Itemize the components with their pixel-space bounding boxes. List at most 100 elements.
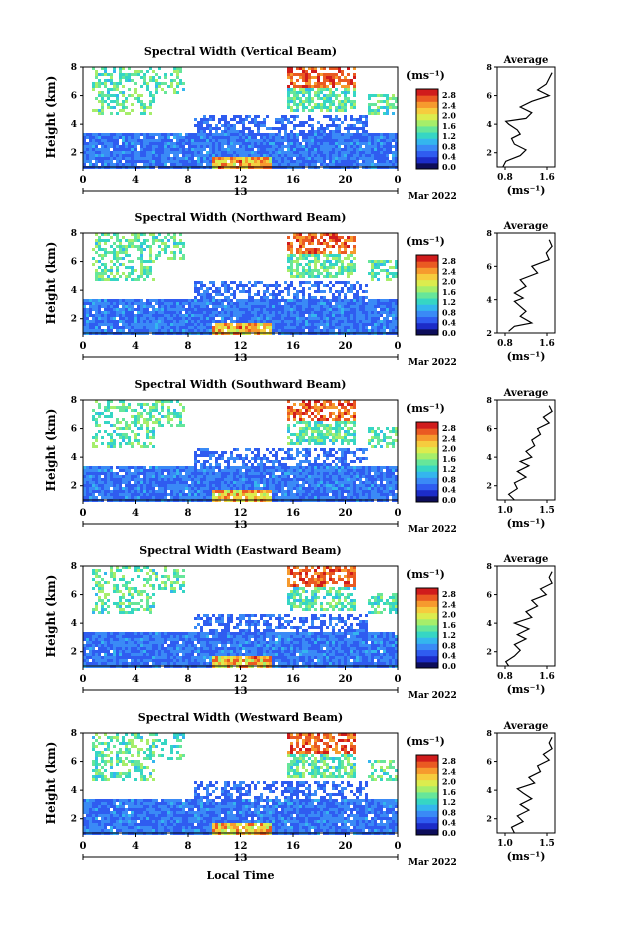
heatmap-cell [197, 163, 200, 166]
heatmap-cell [323, 148, 326, 151]
heatmap-cell [116, 329, 119, 332]
heatmap-cell [287, 305, 290, 308]
heatmap-cell [110, 88, 113, 91]
heatmap-cell [119, 76, 122, 79]
heatmap-cell [110, 157, 113, 160]
heatmap-cell [170, 145, 173, 148]
heatmap-cell [179, 323, 182, 326]
heatmap-cell [395, 308, 398, 311]
heatmap-cell [380, 329, 383, 332]
heatmap-cell [146, 481, 149, 484]
heatmap-cell [161, 157, 164, 160]
heatmap-cell [176, 484, 179, 487]
heatmap-cell [104, 148, 107, 151]
heatmap-cell [188, 314, 191, 317]
heatmap-cell [107, 151, 110, 154]
heatmap-cell [344, 308, 347, 311]
heatmap-cell [362, 299, 365, 302]
heatmap-cell [140, 139, 143, 142]
heatmap-cell [152, 157, 155, 160]
heatmap-cell [173, 299, 176, 302]
heatmap-cell [308, 269, 311, 272]
heatmap-cell [221, 293, 224, 296]
heatmap-cell [155, 403, 158, 406]
heatmap-cell [152, 163, 155, 166]
heatmap-cell [269, 320, 272, 323]
heatmap-cell [119, 245, 122, 248]
heatmap-cell [197, 454, 200, 457]
heatmap-cell [311, 311, 314, 314]
heatmap-cell [395, 142, 398, 145]
heatmap-cell [107, 487, 110, 490]
heatmap-cell [200, 493, 203, 496]
heatmap-cell [299, 121, 302, 124]
heatmap-cell [134, 145, 137, 148]
heatmap-cell [296, 97, 299, 100]
heatmap-cell [314, 329, 317, 332]
heatmap-cell [377, 272, 380, 275]
heatmap-cell [227, 308, 230, 311]
heatmap-cell [182, 469, 185, 472]
heatmap-cell [194, 302, 197, 305]
heatmap-cell [317, 130, 320, 133]
heatmap-cell [134, 133, 137, 136]
heatmap-cell [209, 148, 212, 151]
heatmap-cell [152, 478, 155, 481]
heatmap-cell [248, 496, 251, 499]
heatmap-cell [263, 160, 266, 163]
heatmap-cell [224, 284, 227, 287]
heatmap-cell [335, 67, 338, 70]
heatmap-cell [98, 424, 101, 427]
heatmap-cell [257, 133, 260, 136]
heatmap-cell [128, 245, 131, 248]
heatmap-cell [221, 118, 224, 121]
heatmap-cell [182, 299, 185, 302]
heatmap-cell [173, 251, 176, 254]
heatmap-cell [302, 151, 305, 154]
heatmap-cell [395, 314, 398, 317]
heatmap-cell [374, 139, 377, 142]
heatmap-cell [329, 106, 332, 109]
heatmap-cell [221, 133, 224, 136]
heatmap-cell [197, 293, 200, 296]
heatmap-cell [116, 239, 119, 242]
heatmap-cell [161, 496, 164, 499]
heatmap-cell [191, 145, 194, 148]
heatmap-cell [116, 257, 119, 260]
heatmap-cell [110, 305, 113, 308]
heatmap-cell [158, 151, 161, 154]
heatmap-cell [95, 445, 98, 448]
heatmap-cell [287, 136, 290, 139]
heatmap-cell [158, 133, 161, 136]
average-x-label: (ms⁻¹) [507, 184, 546, 197]
heatmap-cell [194, 478, 197, 481]
heatmap-cell [119, 160, 122, 163]
heatmap-cell [236, 130, 239, 133]
heatmap-cell [305, 281, 308, 284]
heatmap-cell [329, 133, 332, 136]
heatmap-cell [215, 472, 218, 475]
heatmap-cell [128, 436, 131, 439]
heatmap-cell [110, 439, 113, 442]
heatmap-cell [194, 496, 197, 499]
heatmap-cell [143, 151, 146, 154]
heatmap-cell [143, 266, 146, 269]
heatmap-cell [233, 145, 236, 148]
heatmap-cell [155, 421, 158, 424]
heatmap-cell [128, 272, 131, 275]
heatmap-cell [119, 433, 122, 436]
heatmap-cell [104, 481, 107, 484]
heatmap-cell [332, 320, 335, 323]
heatmap-cell [329, 281, 332, 284]
heatmap-cell [125, 299, 128, 302]
heatmap-cell [362, 305, 365, 308]
heatmap-cell [317, 314, 320, 317]
colorbar-tick-label: 0.4 [442, 152, 456, 162]
heatmap-cell [230, 160, 233, 163]
heatmap-cell [227, 121, 230, 124]
heatmap-cell [290, 109, 293, 112]
heatmap-cell [203, 302, 206, 305]
heatmap-cell [353, 302, 356, 305]
heatmap-cell [359, 148, 362, 151]
heatmap-cell [299, 245, 302, 248]
